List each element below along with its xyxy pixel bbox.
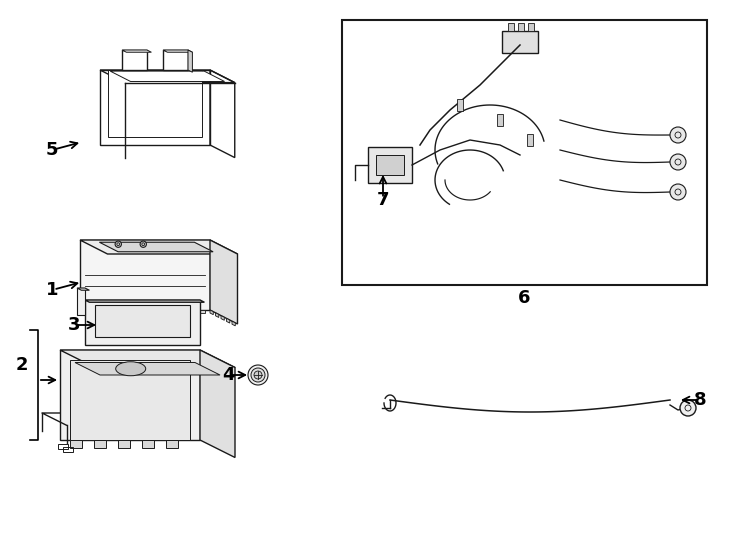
Bar [342,20,707,285]
Polygon shape [163,50,192,52]
Polygon shape [210,240,238,324]
Polygon shape [128,310,140,313]
Polygon shape [75,362,220,375]
Polygon shape [80,240,238,254]
Text: 7: 7 [377,191,389,209]
Polygon shape [60,350,235,368]
Circle shape [248,365,268,385]
Text: 1: 1 [46,281,58,299]
Polygon shape [77,288,85,315]
Polygon shape [110,71,225,82]
Bar [497,114,503,126]
Bar [528,23,534,31]
Polygon shape [70,360,190,440]
Polygon shape [122,50,151,52]
Bar [527,134,533,146]
Polygon shape [163,50,188,70]
Text: 6: 6 [517,289,530,307]
Polygon shape [166,440,178,448]
Circle shape [140,241,146,247]
Circle shape [680,400,696,416]
Polygon shape [221,315,225,320]
Polygon shape [122,50,147,70]
Circle shape [670,154,686,170]
Polygon shape [112,310,124,313]
Bar [502,31,538,53]
Polygon shape [85,300,200,345]
Polygon shape [145,310,156,313]
Polygon shape [118,440,130,448]
Text: 2: 2 [15,356,28,374]
Ellipse shape [116,362,146,376]
Polygon shape [80,310,91,313]
Text: 4: 4 [222,366,234,384]
Polygon shape [210,310,214,315]
Circle shape [670,127,686,143]
Polygon shape [60,350,200,440]
Circle shape [670,184,686,200]
Polygon shape [200,350,235,457]
Polygon shape [142,440,154,448]
Polygon shape [227,319,230,323]
Polygon shape [96,310,108,313]
Circle shape [115,241,121,247]
Bar [368,147,412,183]
Polygon shape [216,313,219,318]
Polygon shape [77,288,90,290]
Polygon shape [188,50,192,72]
Polygon shape [94,440,106,448]
Polygon shape [80,240,210,310]
Polygon shape [194,310,205,313]
Polygon shape [232,321,236,326]
Polygon shape [108,70,202,137]
Text: 3: 3 [68,316,80,334]
Polygon shape [99,242,213,252]
Polygon shape [85,300,204,302]
Circle shape [251,368,265,382]
Text: 8: 8 [694,391,706,409]
Polygon shape [70,440,82,448]
Circle shape [254,371,262,379]
Bar [457,99,463,111]
Bar [508,23,514,31]
Bar [518,23,524,31]
Polygon shape [161,310,172,313]
Polygon shape [95,305,190,337]
Polygon shape [178,310,189,313]
Bar [376,155,404,175]
Text: 5: 5 [46,141,58,159]
